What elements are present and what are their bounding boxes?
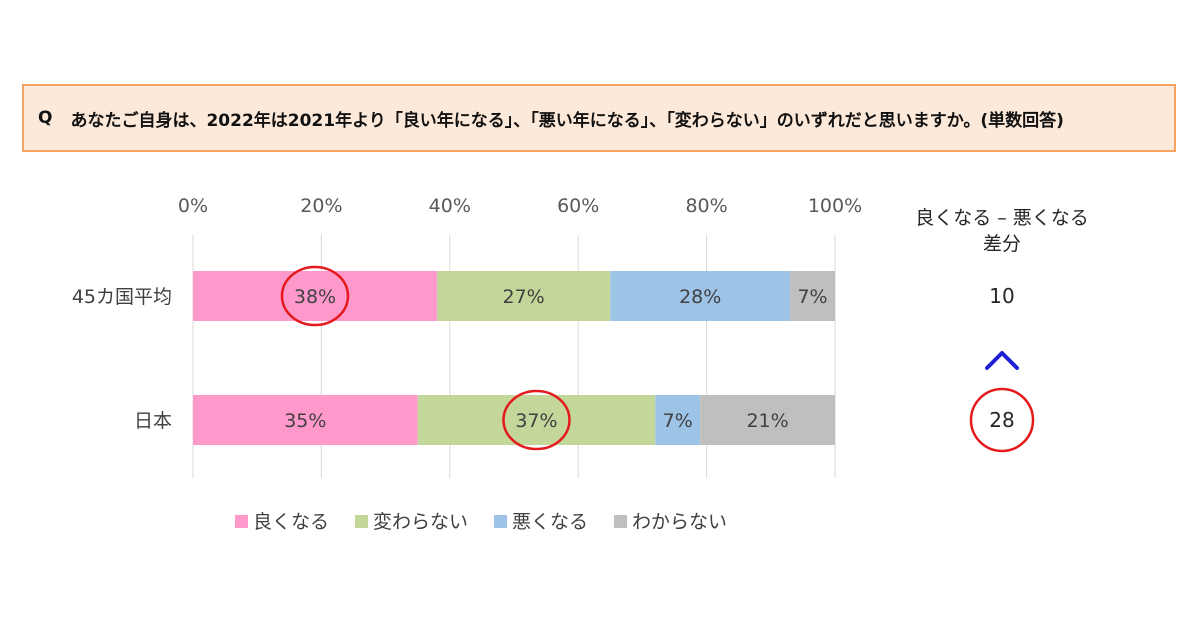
data-label: 38% [294,286,336,308]
bar-segment [790,271,835,321]
highlight-circle [280,265,350,327]
question-prefix: Q [38,108,53,128]
legend-swatch [614,515,628,528]
bar-segment [193,271,437,321]
category-label: 日本 [134,410,172,432]
comparison-caret-icon [985,351,1019,370]
legend-label: 悪くなる [512,511,588,533]
data-label: 28% [679,286,721,308]
highlight-circle [502,389,571,451]
legend-swatch [235,515,248,528]
x-tick-label: 80% [685,195,727,217]
bar-segment [417,395,656,445]
legend-label: 変わらない [373,511,468,533]
difference-header-line2: 差分 [983,233,1021,255]
legend-label: わからない [632,511,727,533]
difference-value: 10 [989,284,1014,308]
category-label: 45カ国平均 [72,286,172,308]
legend-swatch [494,515,508,528]
data-label: 35% [284,410,326,432]
difference-header-line1: 良くなる – 悪くなる [915,207,1089,229]
data-label: 21% [746,410,788,432]
data-label: 7% [663,410,693,432]
data-label: 37% [515,410,557,432]
highlight-circle [969,387,1035,453]
data-label: 7% [797,286,827,308]
difference-value: 28 [989,408,1014,432]
x-tick-label: 100% [808,195,862,217]
bar-segment [610,271,791,321]
x-tick-label: 0% [178,195,208,217]
bar-segment [193,395,418,445]
x-tick-label: 20% [300,195,342,217]
bar-segment [655,395,701,445]
x-tick-label: 40% [429,195,471,217]
question-box: Q あなたご自身は、2022年は2021年より「良い年になる」、「悪い年になる」… [22,84,1176,152]
legend-swatch [355,515,369,528]
bar-segment [436,271,611,321]
data-label: 27% [503,286,545,308]
legend-label: 良くなる [253,511,329,533]
question-text: あなたご自身は、2022年は2021年より「良い年になる」、「悪い年になる」、「… [70,110,1064,131]
bar-segment [700,395,835,445]
x-tick-label: 60% [557,195,599,217]
